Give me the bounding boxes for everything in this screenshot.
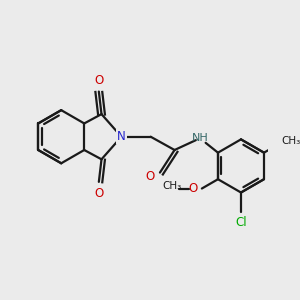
Text: CH₃: CH₃ <box>282 136 300 146</box>
Text: Cl: Cl <box>235 216 247 229</box>
Text: O: O <box>188 182 197 195</box>
Text: NH: NH <box>191 133 208 143</box>
Text: O: O <box>94 187 104 200</box>
Text: O: O <box>94 74 104 87</box>
Text: N: N <box>117 130 126 143</box>
Text: O: O <box>145 170 154 183</box>
Text: CH₃: CH₃ <box>162 182 182 191</box>
